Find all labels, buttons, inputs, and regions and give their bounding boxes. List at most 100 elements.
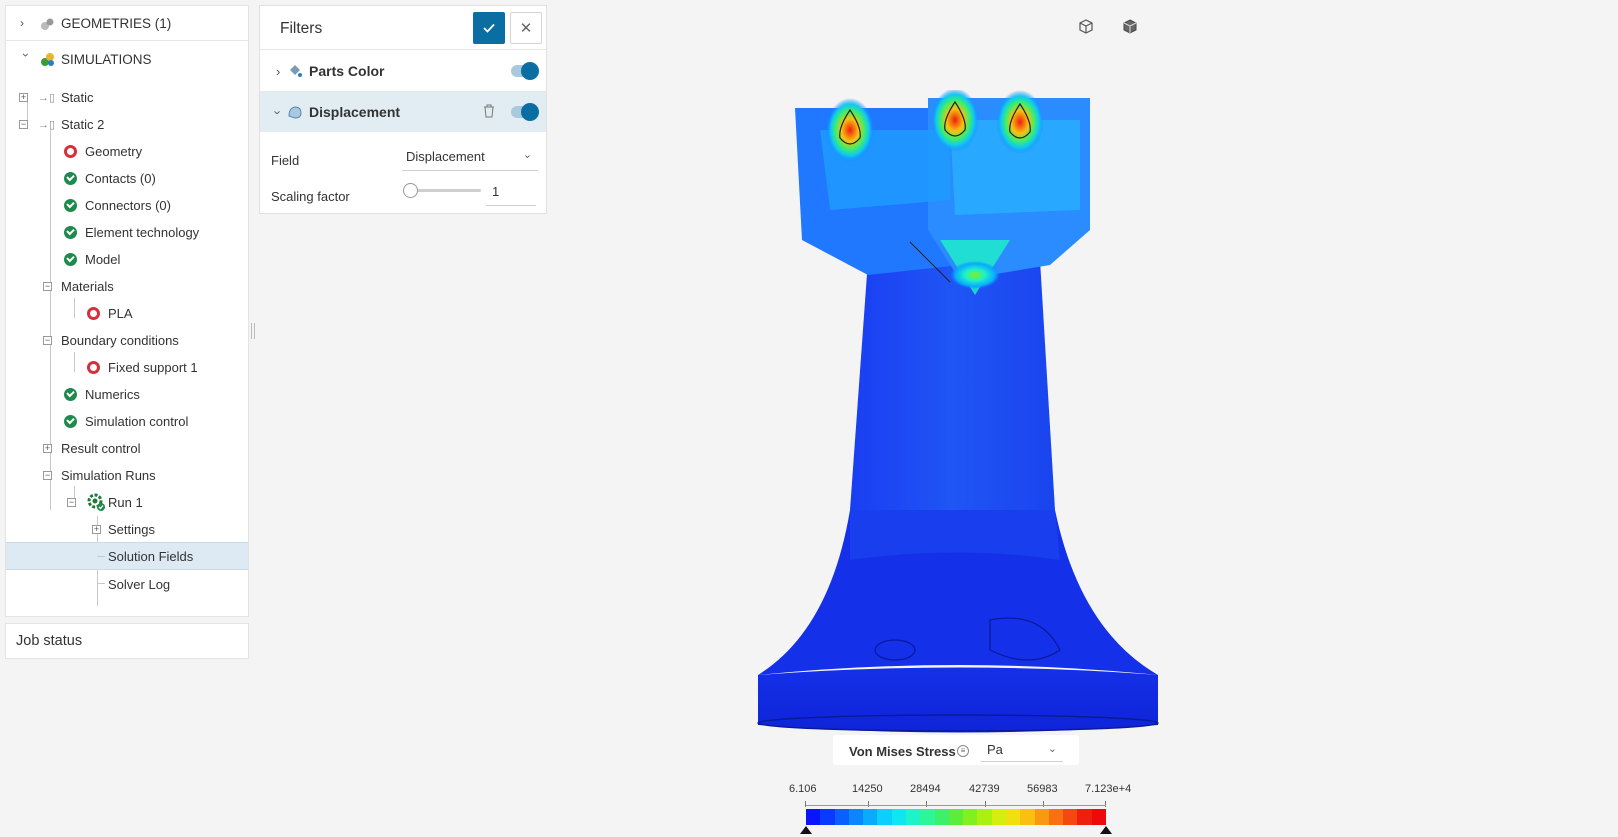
chevron-down-icon[interactable]: ›: [270, 109, 286, 115]
chevron-down-icon[interactable]: ›: [19, 53, 33, 57]
tree-label: Solver Log: [108, 576, 171, 592]
tree-item-solver-log[interactable]: Solver Log: [6, 570, 248, 598]
tree-label: Static 2: [61, 116, 105, 132]
scaling-factor-input[interactable]: 1: [486, 178, 536, 206]
tree-item-numerics[interactable]: Numerics: [6, 380, 248, 408]
delete-icon[interactable]: [483, 104, 495, 123]
wireframe-view-icon[interactable]: [1073, 14, 1099, 40]
unit-select[interactable]: Pa ⌄: [981, 738, 1063, 762]
tree-item-model[interactable]: Model: [6, 245, 248, 273]
tree-label: Model: [85, 251, 121, 267]
colorbar-segment: [820, 809, 835, 825]
tree-label: SIMULATIONS: [61, 51, 152, 67]
scaling-factor-label: Scaling factor: [271, 189, 350, 204]
legend-tick-label: 14250: [852, 783, 883, 795]
tree-item-geometry[interactable]: Geometry: [6, 137, 248, 165]
legend-tick-mark: [1105, 801, 1106, 807]
tree-item-element-technology[interactable]: Element technology: [6, 218, 248, 246]
filter-parts-color[interactable]: › Parts Color: [260, 51, 546, 91]
ok-status-icon: [64, 253, 77, 266]
simulation-icon: →▯: [38, 92, 56, 104]
tree-label: PLA: [108, 305, 133, 321]
panel-resize-handle[interactable]: [251, 323, 255, 339]
colorbar-segment: [834, 809, 849, 825]
tree-item-result-control[interactable]: + Result control: [6, 434, 248, 462]
parts-color-toggle[interactable]: [511, 62, 539, 80]
collapse-icon[interactable]: −: [67, 497, 76, 507]
scaling-slider-track[interactable]: [407, 189, 481, 192]
legend-tick-label: 6.106: [789, 783, 817, 795]
legend-colorbar: [806, 809, 1106, 825]
tree-item-geometries[interactable]: › GEOMETRIES (1): [6, 9, 248, 37]
tree-item-static-2[interactable]: − →▯ Static 2: [6, 110, 248, 138]
tree-item-contacts[interactable]: Contacts (0): [6, 164, 248, 192]
tree-item-simulations[interactable]: › SIMULATIONS: [6, 45, 248, 73]
tree-label: Element technology: [85, 224, 200, 240]
scaling-slider-handle[interactable]: [403, 183, 418, 198]
field-select-value: Displacement: [406, 149, 485, 164]
tree-label: Contacts (0): [85, 170, 156, 186]
legend-tick-mark: [1043, 801, 1044, 807]
tree-item-fixed-support[interactable]: Fixed support 1: [6, 353, 248, 381]
tree-item-run-1[interactable]: − Run 1: [6, 488, 248, 516]
tree-label: Static: [61, 89, 94, 105]
chevron-down-icon: ⌄: [1047, 743, 1057, 755]
tree-item-connectors[interactable]: Connectors (0): [6, 191, 248, 219]
confirm-button[interactable]: [473, 12, 505, 44]
solid-view-icon[interactable]: [1117, 14, 1143, 40]
legend-header: Von Mises Stress ≡ Pa ⌄: [833, 735, 1079, 765]
filter-displacement[interactable]: › Displacement: [260, 92, 546, 132]
tree-item-simulation-runs[interactable]: − Simulation Runs: [6, 461, 248, 489]
tree-label: Run 1: [108, 494, 143, 510]
min-marker-icon[interactable]: [800, 826, 812, 834]
error-status-icon: [64, 145, 77, 158]
ok-status-icon: [64, 415, 77, 428]
colorbar-segment: [948, 809, 964, 825]
colorbar-segment: [1034, 809, 1049, 825]
colorbar-segment: [891, 809, 906, 825]
tree-item-materials[interactable]: − Materials: [6, 272, 248, 300]
scaling-factor-value: 1: [492, 184, 500, 199]
tree-label: Simulation Runs: [61, 467, 156, 483]
colorbar-segment: [963, 809, 978, 825]
expand-icon[interactable]: +: [19, 92, 28, 102]
tree-item-solution-fields[interactable]: Solution Fields: [6, 542, 248, 570]
model-render[interactable]: [750, 90, 1170, 740]
colorbar-segment: [848, 809, 864, 825]
collapse-icon[interactable]: −: [43, 470, 52, 480]
tree-item-static[interactable]: + →▯ Static: [6, 83, 248, 111]
simulation-icon: →▯: [38, 119, 56, 131]
colorbar-segment: [863, 809, 878, 825]
expand-icon[interactable]: +: [43, 443, 52, 453]
close-button[interactable]: ✕: [510, 12, 542, 44]
collapse-icon[interactable]: −: [43, 335, 52, 345]
displacement-toggle[interactable]: [511, 103, 539, 121]
expand-icon[interactable]: +: [92, 524, 101, 534]
job-status-panel[interactable]: Job status: [5, 623, 249, 659]
colorbar-segment: [934, 809, 949, 825]
error-status-icon: [87, 361, 100, 374]
tree-item-settings[interactable]: + Settings: [6, 515, 248, 543]
collapse-icon[interactable]: −: [19, 119, 28, 129]
info-icon[interactable]: ≡: [957, 745, 969, 757]
tree-item-pla[interactable]: PLA: [6, 299, 248, 327]
filters-title: Filters: [280, 20, 323, 37]
check-icon: [483, 23, 495, 33]
legend-tick-label: 7.123e+4: [1085, 783, 1132, 795]
legend-tick-label: 28494: [910, 783, 941, 795]
chevron-right-icon[interactable]: ›: [276, 63, 281, 79]
tree-label: Connectors (0): [85, 197, 171, 213]
max-marker-icon[interactable]: [1100, 826, 1112, 834]
close-icon: ✕: [519, 20, 533, 37]
filters-panel: Filters ✕ › Parts Color › Displacement F…: [259, 5, 547, 214]
gear-icon: [86, 492, 106, 515]
chevron-right-icon[interactable]: ›: [20, 16, 24, 30]
tree-item-boundary-conditions[interactable]: − Boundary conditions: [6, 326, 248, 354]
simulation-tree: › GEOMETRIES (1) › SIMULATIONS + →▯ Stat…: [5, 5, 249, 617]
legend-title: Von Mises Stress: [849, 744, 956, 759]
tree-label: Simulation control: [85, 413, 189, 429]
field-select[interactable]: Displacement ⌄: [402, 143, 538, 171]
tree-item-simulation-control[interactable]: Simulation control: [6, 407, 248, 435]
collapse-icon[interactable]: −: [43, 281, 52, 291]
